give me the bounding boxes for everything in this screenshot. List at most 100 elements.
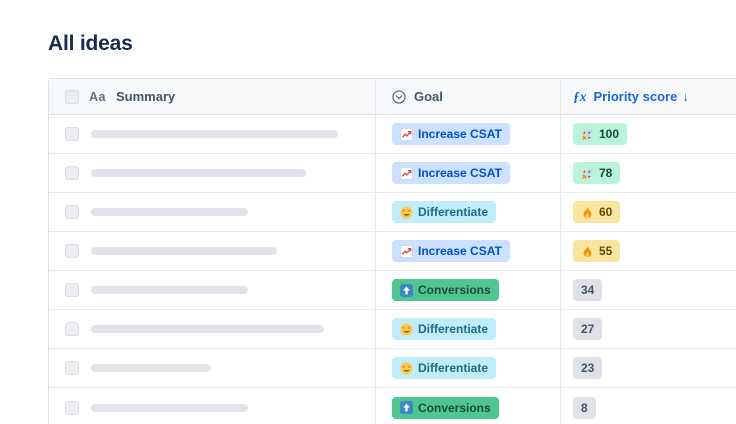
rocket-icon <box>581 128 594 141</box>
rocket-icon <box>581 167 594 180</box>
summary-placeholder <box>91 130 338 138</box>
row-checkbox[interactable] <box>65 361 79 375</box>
row-checkbox[interactable] <box>65 244 79 258</box>
row-checkbox[interactable] <box>65 283 79 297</box>
goal-label: Differentiate <box>418 322 489 336</box>
chart-increasing-icon <box>400 244 413 258</box>
score-value: 78 <box>599 166 613 180</box>
priority-column-header[interactable]: Priority score <box>593 89 678 104</box>
summary-placeholder <box>91 169 306 177</box>
priority-score-cell: 34 <box>561 271 736 309</box>
goal-label: Differentiate <box>418 361 489 375</box>
chart-increasing-icon <box>400 166 413 180</box>
ideas-table: Aa Summary Goal ƒx Priority score ↓ <box>48 78 736 424</box>
goal-badge[interactable]: Conversions <box>392 279 499 301</box>
priority-score-cell: 27 <box>561 310 736 348</box>
goal-badge[interactable]: Differentiate <box>392 201 497 223</box>
table-row[interactable]: Conversions 34 <box>49 271 736 310</box>
row-checkbox[interactable] <box>65 127 79 141</box>
up-arrow-icon <box>400 283 413 297</box>
table-row[interactable]: Differentiate 23 <box>49 349 736 388</box>
star-struck-icon <box>400 361 413 375</box>
score-value: 55 <box>599 244 613 258</box>
score-badge[interactable]: 23 <box>573 357 603 379</box>
goal-column-header[interactable]: Goal <box>414 89 443 104</box>
score-value: 60 <box>599 205 613 219</box>
goal-cell: Differentiate <box>376 193 561 231</box>
page: All ideas Aa Summary Goal ƒx Priority sc… <box>0 32 736 424</box>
goal-cell: Increase CSAT <box>376 232 561 270</box>
summary-column-header[interactable]: Summary <box>115 89 176 104</box>
summary-placeholder <box>91 208 248 216</box>
table-row[interactable]: Increase CSAT 78 <box>49 154 736 193</box>
priority-score-cell: 8 <box>561 388 736 424</box>
star-struck-icon <box>400 322 413 336</box>
star-struck-icon <box>400 205 413 219</box>
goal-badge[interactable]: Conversions <box>392 396 499 419</box>
score-badge[interactable]: 60 <box>573 201 621 223</box>
priority-score-cell: 60 <box>561 193 736 231</box>
fire-icon <box>581 206 594 219</box>
table-row[interactable]: Increase CSAT 100 <box>49 115 736 154</box>
goal-cell: Conversions <box>376 388 561 424</box>
score-badge[interactable]: 8 <box>573 396 596 419</box>
goal-badge[interactable]: Increase CSAT <box>392 162 510 184</box>
table-row[interactable]: Differentiate 27 <box>49 310 736 349</box>
score-value: 23 <box>581 361 595 375</box>
priority-score-cell: 23 <box>561 349 736 387</box>
goal-badge[interactable]: Differentiate <box>392 357 497 379</box>
goal-badge[interactable]: Increase CSAT <box>392 123 510 145</box>
row-checkbox[interactable] <box>65 400 79 415</box>
goal-column-header-cell: Goal <box>376 79 561 114</box>
score-badge[interactable]: 78 <box>573 162 621 184</box>
sort-desc-icon: ↓ <box>682 89 689 104</box>
priority-column-header-cell: ƒx Priority score ↓ <box>561 79 736 114</box>
goal-cell: Differentiate <box>376 310 561 348</box>
summary-placeholder <box>91 403 248 412</box>
summary-placeholder <box>91 247 277 255</box>
score-badge[interactable]: 55 <box>573 240 621 262</box>
table-body: Increase CSAT 100 Increase CSAT 78 <box>49 115 736 424</box>
up-arrow-icon <box>400 401 413 414</box>
table-row[interactable]: Increase CSAT 55 <box>49 232 736 271</box>
select-all-checkbox[interactable] <box>65 89 79 104</box>
score-value: 27 <box>581 322 595 336</box>
table-row[interactable]: Differentiate 60 <box>49 193 736 232</box>
goal-label: Conversions <box>418 283 491 297</box>
row-checkbox[interactable] <box>65 322 79 336</box>
goal-label: Differentiate <box>418 205 489 219</box>
table-row[interactable]: Conversions 8 <box>49 388 736 424</box>
goal-label: Increase CSAT <box>418 127 502 141</box>
select-field-icon <box>392 89 406 104</box>
score-value: 8 <box>581 400 588 415</box>
table-header: Aa Summary Goal ƒx Priority score ↓ <box>49 79 736 115</box>
summary-cell <box>49 193 376 231</box>
score-badge[interactable]: 100 <box>573 123 628 145</box>
summary-column-header-cell: Aa Summary <box>49 79 376 114</box>
summary-placeholder <box>91 286 248 294</box>
score-value: 34 <box>581 283 595 297</box>
summary-cell <box>49 388 376 424</box>
text-field-icon: Aa <box>89 89 106 104</box>
priority-score-cell: 100 <box>561 115 736 153</box>
summary-cell <box>49 349 376 387</box>
summary-cell <box>49 232 376 270</box>
summary-placeholder <box>91 325 324 333</box>
formula-icon: ƒx <box>573 88 587 104</box>
row-checkbox[interactable] <box>65 205 79 219</box>
score-value: 100 <box>599 127 620 141</box>
chart-increasing-icon <box>400 127 413 141</box>
goal-label: Increase CSAT <box>418 244 502 258</box>
score-badge[interactable]: 34 <box>573 279 603 301</box>
goal-label: Increase CSAT <box>418 166 502 180</box>
goal-badge[interactable]: Differentiate <box>392 318 497 340</box>
goal-cell: Conversions <box>376 271 561 309</box>
goal-cell: Increase CSAT <box>376 115 561 153</box>
summary-placeholder <box>91 364 211 372</box>
goal-badge[interactable]: Increase CSAT <box>392 240 510 262</box>
score-badge[interactable]: 27 <box>573 318 603 340</box>
summary-cell <box>49 115 376 153</box>
row-checkbox[interactable] <box>65 166 79 180</box>
summary-cell <box>49 154 376 192</box>
priority-score-cell: 55 <box>561 232 736 270</box>
